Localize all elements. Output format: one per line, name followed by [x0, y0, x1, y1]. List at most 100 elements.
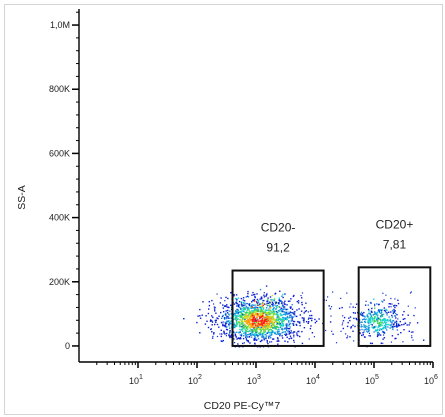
event-dot: [213, 333, 215, 335]
event-dot: [240, 312, 243, 314]
event-dot: [281, 305, 284, 307]
event-dot: [261, 325, 263, 327]
event-dot: [251, 320, 253, 323]
event-dot: [264, 312, 267, 314]
event-dot: [261, 298, 263, 300]
event-dot: [380, 328, 383, 330]
event-dot: [265, 317, 268, 319]
event-dot: [209, 320, 212, 322]
event-dot: [277, 310, 280, 312]
event-dot: [242, 330, 244, 332]
event-dot: [233, 312, 236, 315]
event-dot: [239, 326, 241, 328]
event-dot: [290, 298, 292, 300]
event-dot: [329, 321, 332, 323]
event-dot: [294, 315, 296, 317]
event-dot: [229, 336, 231, 339]
x-tick-label: 104: [306, 374, 320, 386]
event-dot: [229, 335, 232, 337]
event-dot: [277, 311, 279, 314]
event-dot: [381, 315, 383, 318]
event-dot: [371, 324, 373, 326]
event-dot: [260, 330, 262, 332]
event-dot: [328, 305, 330, 307]
event-dot: [380, 312, 382, 314]
event-dot: [277, 330, 280, 333]
event-dot: [244, 300, 246, 302]
event-dot: [290, 330, 292, 332]
event-dot: [277, 338, 279, 340]
event-dot: [243, 304, 245, 307]
event-dot: [278, 333, 280, 335]
event-dot: [408, 324, 410, 326]
event-dot: [366, 313, 369, 316]
event-dot: [303, 312, 305, 314]
event-dot: [263, 294, 265, 296]
event-dot: [208, 308, 210, 310]
event-dot: [242, 301, 245, 304]
event-dot: [345, 333, 347, 335]
event-dot: [290, 319, 293, 321]
event-dot: [230, 317, 232, 319]
event-dot: [245, 334, 247, 337]
event-dot: [264, 323, 267, 326]
event-dot: [251, 307, 253, 309]
event-dot: [289, 307, 292, 309]
event-dot: [266, 300, 269, 302]
event-dot: [371, 318, 373, 321]
event-dot: [228, 334, 230, 337]
event-dot: [248, 308, 250, 310]
event-dot: [260, 314, 262, 316]
event-dot: [253, 311, 256, 313]
event-dot: [347, 321, 349, 324]
event-dot: [403, 329, 405, 331]
event-dot: [265, 318, 267, 321]
event-dot: [230, 336, 233, 338]
event-dot: [255, 306, 257, 308]
event-dot: [199, 315, 201, 317]
event-dot: [266, 339, 268, 342]
event-dot: [266, 327, 269, 330]
event-dot: [371, 307, 373, 310]
event-dot: [286, 313, 288, 315]
event-dot: [253, 314, 256, 316]
event-dot: [395, 325, 398, 327]
event-dot: [253, 307, 255, 310]
event-dot: [364, 326, 366, 329]
event-dot: [255, 319, 257, 321]
event-dot: [381, 313, 384, 316]
event-dot: [237, 312, 239, 315]
event-dot: [222, 314, 224, 317]
event-dot: [283, 313, 285, 316]
event-dot: [309, 314, 311, 317]
event-dot: [381, 309, 383, 311]
event-dot: [259, 340, 262, 343]
event-dot: [291, 308, 294, 310]
event-dot: [260, 316, 262, 318]
event-dot: [404, 322, 407, 324]
event-dot: [246, 314, 248, 317]
event-dot: [254, 337, 257, 339]
event-dot: [288, 316, 291, 318]
event-dot: [248, 315, 250, 317]
event-dot: [251, 322, 253, 324]
event-dot: [249, 332, 251, 335]
event-dot: [281, 329, 284, 331]
event-dot: [260, 296, 263, 298]
event-dot: [309, 310, 312, 312]
event-dot: [243, 335, 245, 337]
event-dot: [252, 320, 254, 322]
event-dot: [253, 333, 256, 335]
event-dot: [238, 321, 240, 323]
event-dot: [277, 343, 279, 345]
event-dot: [214, 323, 216, 326]
event-dot: [278, 326, 280, 329]
event-dot: [374, 307, 376, 309]
event-dot: [309, 327, 312, 330]
event-dot: [248, 333, 250, 336]
event-dot: [255, 326, 257, 328]
event-dot: [225, 328, 228, 331]
event-dot: [396, 324, 398, 326]
event-dot: [391, 303, 393, 305]
event-dot: [275, 302, 277, 305]
